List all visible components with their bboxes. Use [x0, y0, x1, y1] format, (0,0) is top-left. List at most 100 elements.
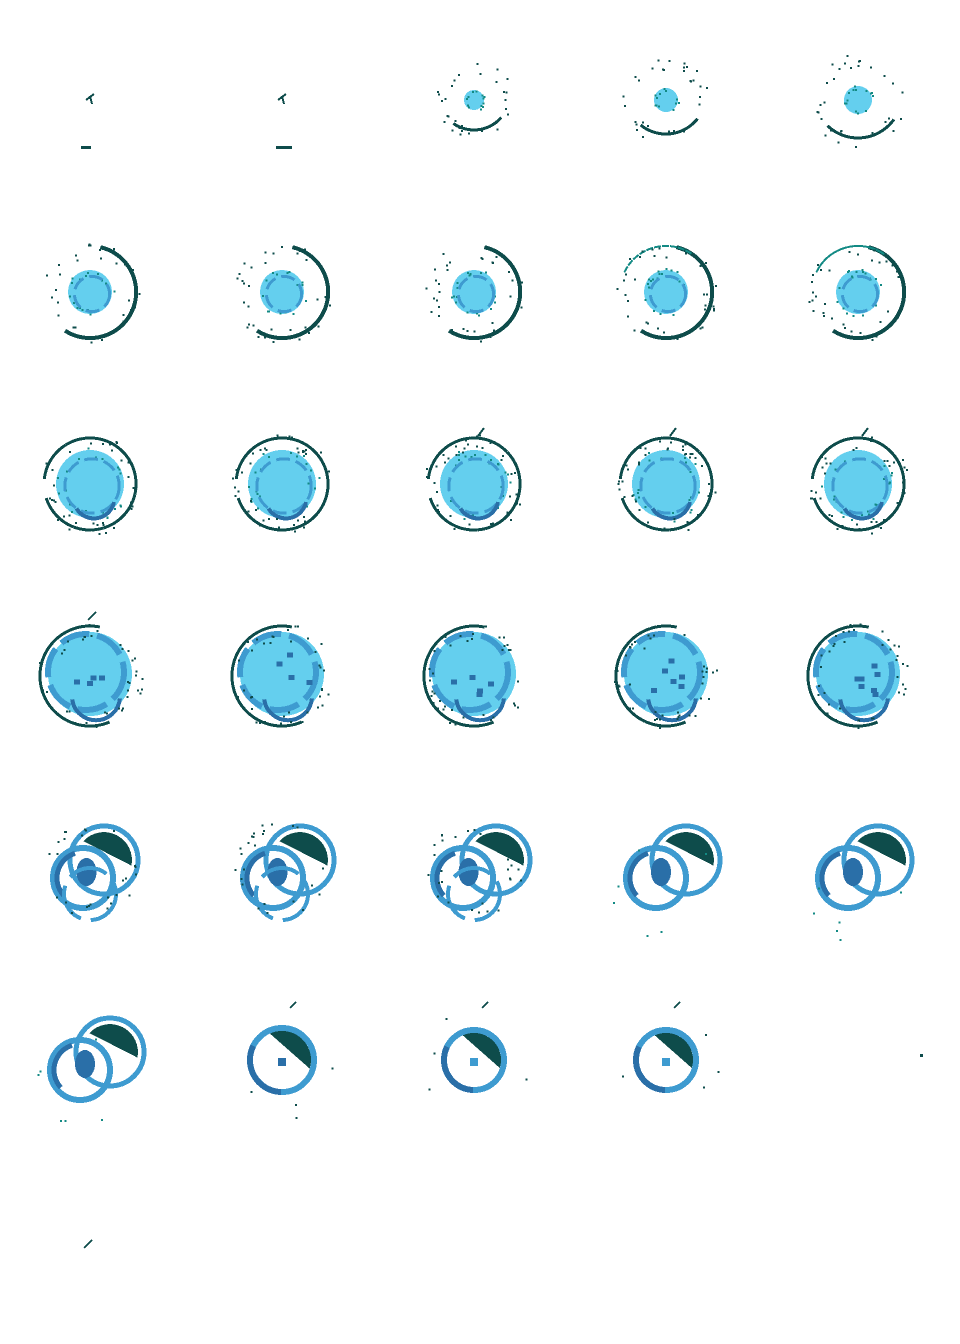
speckle [435, 465, 438, 468]
speckle [481, 902, 484, 905]
sprite-frame-13 [384, 384, 576, 576]
speckle [629, 258, 632, 260]
speckle [826, 712, 829, 715]
speckle [510, 519, 512, 522]
speckle [437, 306, 440, 309]
speckle [293, 523, 296, 526]
sprite-frame-9 [576, 192, 768, 384]
speckle [842, 307, 845, 310]
dark-patch [476, 692, 483, 698]
speckle [75, 522, 78, 524]
speckle [906, 665, 909, 668]
speckle [485, 271, 487, 274]
speckle [838, 333, 841, 336]
speckle [467, 104, 469, 107]
speckle [437, 882, 440, 885]
frame-canvas [230, 624, 330, 728]
speckle [653, 254, 656, 257]
speckle [670, 441, 672, 444]
frame-canvas [437, 63, 509, 136]
speckle [451, 129, 454, 132]
speckle [102, 443, 104, 445]
speckle [90, 634, 93, 637]
speckle [71, 912, 74, 914]
speckle [45, 274, 48, 277]
speckle [698, 491, 700, 494]
speckle [58, 492, 61, 495]
speckle [663, 88, 666, 91]
speckle [653, 309, 656, 312]
orb-lower-ring [458, 501, 500, 521]
speckle [137, 689, 140, 692]
front-ring-shade [627, 850, 649, 898]
speckle [904, 688, 907, 690]
speckle [78, 457, 80, 460]
speckle [489, 336, 492, 339]
frame-canvas [48, 823, 141, 922]
speckle [621, 1075, 624, 1078]
speckle [848, 270, 851, 272]
speckle [251, 649, 253, 652]
speckle [286, 629, 289, 632]
speckle [121, 648, 124, 651]
frame-canvas [42, 436, 138, 536]
speckle [127, 460, 130, 462]
orb-shell-ring [237, 631, 319, 713]
speckle [897, 275, 900, 278]
speckle [471, 638, 474, 641]
speckle [658, 726, 661, 729]
speckle [628, 683, 631, 686]
speckle [49, 497, 52, 500]
speckle [471, 908, 474, 911]
speckle [651, 67, 654, 70]
speckle [312, 850, 315, 852]
speckle [433, 268, 436, 271]
speckle [883, 519, 886, 521]
speckle [432, 297, 435, 300]
speckle [464, 455, 467, 458]
speckle [476, 312, 478, 315]
speckle [254, 471, 257, 474]
speckle [87, 272, 90, 275]
speckle [698, 95, 701, 98]
speckle [825, 462, 828, 465]
speckle [257, 907, 260, 910]
speckle [96, 835, 99, 837]
speckle [297, 451, 300, 454]
speckle [689, 471, 692, 474]
speckle [319, 666, 322, 669]
speckle [268, 518, 270, 521]
speckle [855, 447, 858, 450]
speckle [820, 654, 823, 657]
speckle [716, 669, 719, 672]
speckle [483, 96, 486, 99]
speckle [301, 281, 304, 284]
speckle [507, 473, 509, 476]
speckle [878, 261, 881, 264]
speckle [106, 712, 108, 715]
speckle [317, 706, 319, 709]
speckle [238, 273, 241, 275]
speckle [456, 281, 459, 284]
speckle [52, 499, 55, 502]
speckle [479, 832, 482, 835]
speckle [438, 315, 441, 318]
speckle [428, 1088, 431, 1091]
speckle [678, 280, 681, 283]
frame-canvas [425, 245, 524, 343]
speckle [450, 709, 453, 712]
speckle [887, 310, 890, 313]
speckle [891, 264, 894, 267]
speckle [835, 719, 838, 721]
speckle [701, 326, 704, 329]
speckle [841, 525, 844, 527]
ring-core [470, 1058, 478, 1066]
speckle [495, 255, 498, 258]
speckle [637, 461, 640, 464]
speckle [883, 75, 886, 78]
speckle [234, 486, 236, 489]
speckle [857, 64, 860, 67]
speckle [251, 452, 254, 455]
speckle [133, 864, 136, 867]
speckle [266, 912, 269, 915]
